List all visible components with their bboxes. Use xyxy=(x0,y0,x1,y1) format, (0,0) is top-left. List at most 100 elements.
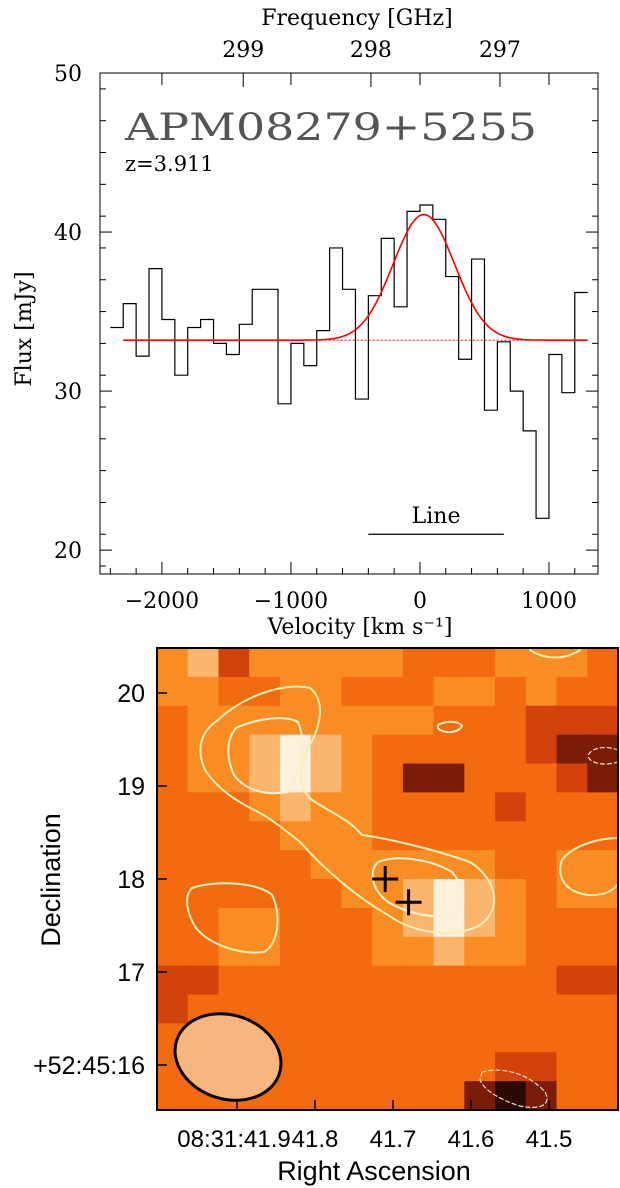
map-pixel xyxy=(157,821,189,851)
map-y-tick-label: +52:45:16 xyxy=(33,1052,145,1080)
y-tick-label: 40 xyxy=(54,221,82,246)
map-pixel xyxy=(433,648,465,678)
map-pixel xyxy=(218,648,250,678)
map-pixel xyxy=(249,734,281,765)
map-pixel xyxy=(495,705,527,736)
map-pixel xyxy=(157,763,189,793)
map-pixel xyxy=(587,965,619,996)
spectrum-top-axis-label: Frequency [GHz] xyxy=(261,6,453,31)
map-pixel xyxy=(402,734,435,765)
map-pixel xyxy=(157,907,189,938)
map-pixel xyxy=(556,705,588,736)
map-pixel xyxy=(587,676,619,707)
map-pixel xyxy=(218,792,250,822)
map-x-tick-label: 41.5 xyxy=(526,1126,573,1153)
map-pixel xyxy=(372,1052,404,1082)
map-pixel xyxy=(372,763,404,793)
map-pixel xyxy=(402,850,435,880)
map-pixel xyxy=(587,994,619,1024)
spectrum-x-axis-label: Velocity [km s⁻¹] xyxy=(267,615,453,640)
map-x-tick-label: 08:31:41.9 xyxy=(177,1126,290,1153)
map-pixel xyxy=(495,792,527,822)
map-pixel xyxy=(464,1052,496,1082)
map-pixel xyxy=(279,994,312,1024)
map-pixel xyxy=(402,1081,435,1111)
map-pixel xyxy=(495,907,527,938)
map-pixel xyxy=(372,936,404,967)
map-pixel xyxy=(372,1081,404,1111)
map-pixel xyxy=(310,994,342,1024)
x-tick-label: −2000 xyxy=(125,589,199,614)
map-contours xyxy=(186,649,619,1108)
spectrum-y-ticks: 20 30 40 50 xyxy=(54,62,598,567)
map-pixel xyxy=(157,648,189,678)
map-pixel xyxy=(433,1023,465,1053)
map-x-tick-label: 41.7 xyxy=(370,1126,417,1153)
map-pixel xyxy=(464,821,496,851)
contour-east xyxy=(559,837,619,897)
map-pixel xyxy=(464,1081,496,1111)
map-pixel xyxy=(402,1052,435,1082)
map-pixel xyxy=(525,705,558,736)
map-pixel xyxy=(341,705,373,736)
map-pixel xyxy=(587,936,619,967)
map-pixel xyxy=(433,676,465,707)
map-pixel xyxy=(556,676,588,707)
map-pixel xyxy=(249,994,281,1024)
map-pixel xyxy=(372,676,404,707)
spectrum-subtitle: z=3.911 xyxy=(125,152,214,176)
map-pixel xyxy=(556,1052,588,1082)
map-pixel xyxy=(218,850,250,880)
map-pixel xyxy=(402,1023,435,1053)
map-pixel xyxy=(372,1023,404,1053)
map-pixel xyxy=(587,1023,619,1053)
contour-inner-north xyxy=(227,717,304,795)
map-pixel xyxy=(249,965,281,996)
map-pixel xyxy=(157,994,189,1024)
map-pixel xyxy=(525,1052,558,1082)
map-pixel xyxy=(556,936,588,967)
map-pixel xyxy=(525,936,558,967)
map-pixel xyxy=(310,821,342,851)
flux-histogram xyxy=(110,204,588,519)
cross-marker xyxy=(395,889,422,916)
map-pixel xyxy=(187,821,220,851)
map-pixel xyxy=(279,907,312,938)
map-pixel xyxy=(556,994,588,1024)
map-pixel xyxy=(525,965,558,996)
map-pixel xyxy=(310,879,342,909)
map-pixel xyxy=(464,705,496,736)
map-pixel xyxy=(187,965,220,996)
map-pixel xyxy=(279,850,312,880)
map-pixel xyxy=(525,994,558,1024)
map-pixel xyxy=(556,648,588,678)
map-pixel xyxy=(310,1052,342,1082)
spectrum-frame xyxy=(99,72,599,575)
map-pixel xyxy=(495,676,527,707)
map-pixel xyxy=(279,936,312,967)
map-pixel xyxy=(341,1052,373,1082)
y-tick-label: 20 xyxy=(54,539,82,564)
map-pixel xyxy=(310,676,342,707)
map-pixel xyxy=(157,965,189,996)
map-pixel xyxy=(341,907,373,938)
map-pixel xyxy=(587,1081,619,1111)
map-pixel xyxy=(587,705,619,736)
map-pixel xyxy=(464,763,496,793)
top-axis-tick-label: 298 xyxy=(350,38,392,63)
map-pixel xyxy=(525,821,558,851)
map-pixel xyxy=(556,763,588,793)
map-y-tick-label: 19 xyxy=(117,773,145,801)
map-y-tick-label: 20 xyxy=(117,680,145,708)
map-pixel xyxy=(433,1052,465,1082)
line-window-label: Line xyxy=(412,504,461,529)
map-pixel xyxy=(218,734,250,765)
map-x-tick-label: 41.8 xyxy=(292,1126,339,1153)
map-pixel xyxy=(433,965,465,996)
map-y-tick-label: 17 xyxy=(117,959,145,987)
map-pixel xyxy=(464,648,496,678)
map-pixel xyxy=(341,994,373,1024)
map-pixels xyxy=(157,648,619,1111)
map-pixel xyxy=(310,763,342,793)
map-pixel xyxy=(495,994,527,1024)
